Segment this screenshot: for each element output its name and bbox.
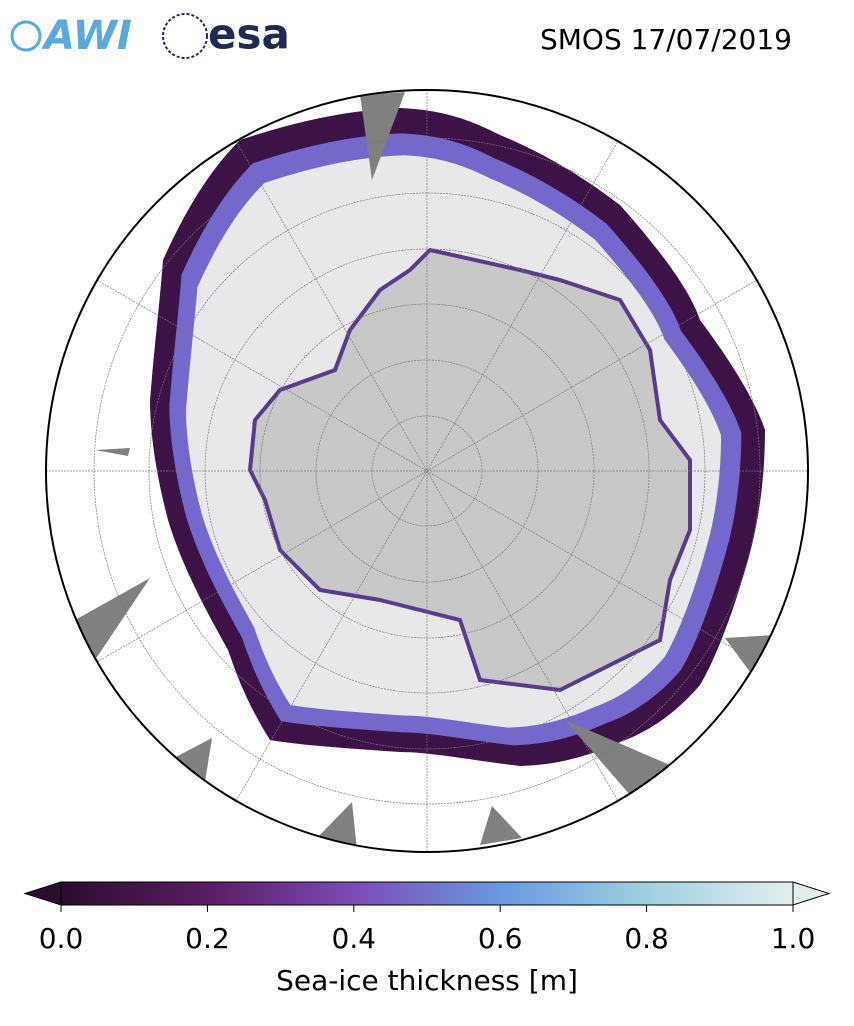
tick-label: 0.4 [332,922,377,955]
tick-label: 0.0 [39,922,84,955]
colorbar: 0.0 0.2 0.4 0.6 0.8 1.0 [23,881,831,955]
tick-label: 0.8 [624,922,669,955]
map-title: SMOS 17/07/2019 [540,23,792,56]
logo-icon [10,20,42,52]
colorbar-extension [792,881,831,906]
colorbar-extension [23,881,62,906]
map-border [45,89,809,853]
tick-label: 0.2 [185,922,230,955]
logo-text: esa [208,10,290,59]
logo-icon [162,13,208,59]
colorbar-gradient [60,881,794,906]
logo-esa: esa [162,10,290,59]
colorbar-label: Sea-ice thickness [m] [276,964,578,997]
tick-label: 0.6 [478,922,523,955]
logo-text: AWI [41,13,132,59]
map [46,90,808,852]
logo-awi: AWI [10,13,132,59]
tick-label: 1.0 [771,922,816,955]
